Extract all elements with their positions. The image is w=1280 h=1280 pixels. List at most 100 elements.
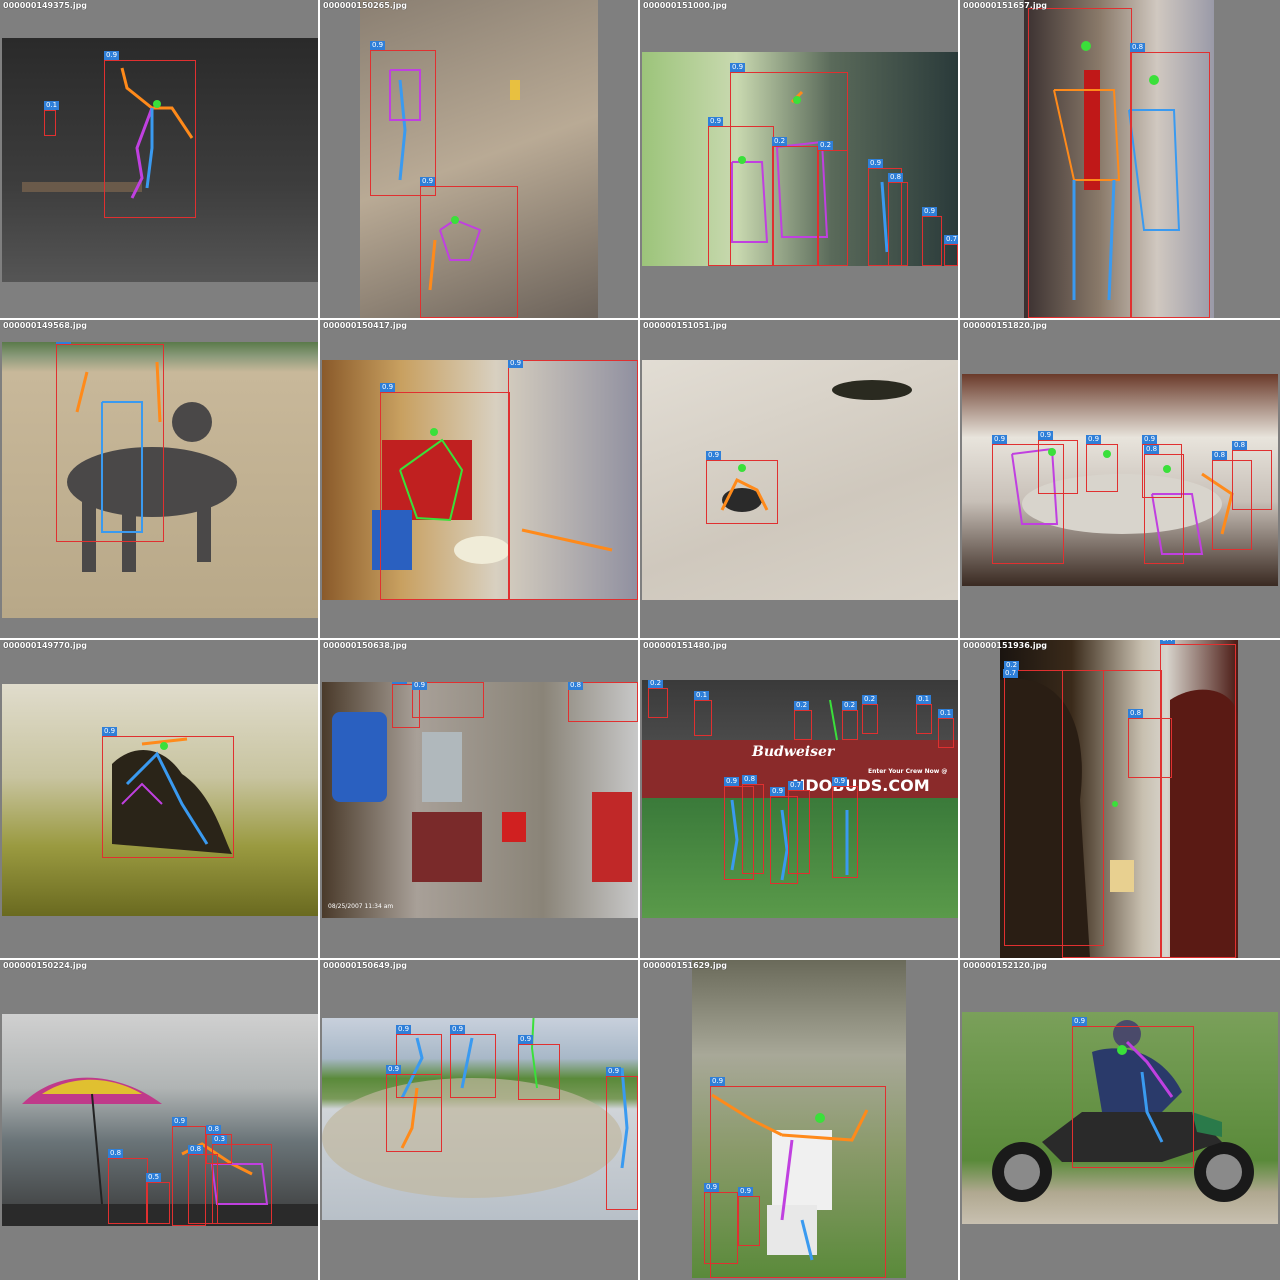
detection-box: 0.9: [420, 177, 518, 318]
detection-box: 0.9: [102, 727, 234, 858]
detection-box: 0.9: [868, 159, 902, 266]
confidence-label: 0.9: [508, 360, 524, 368]
detection-box: 0.2: [1004, 661, 1104, 946]
stadium-banner-tagline: Enter Your Crew Now @: [868, 768, 948, 775]
detection-box: 0.2: [818, 141, 848, 266]
grid-divider: [318, 0, 320, 1280]
detection-box: 0.9: [606, 1067, 638, 1210]
detection-box: 0.8: [56, 342, 164, 542]
detection-box: 0.9: [738, 1187, 760, 1246]
confidence-label: 0.9: [770, 787, 786, 796]
detection-box: 0.2: [648, 680, 668, 718]
detection-box: 0.9: [518, 1035, 560, 1100]
confidence-label: 0.9: [868, 159, 884, 168]
confidence-label: 0.1: [44, 101, 60, 110]
tile-photo: 0.9: [962, 1012, 1278, 1224]
confidence-label: 0.9: [832, 777, 848, 786]
confidence-label: 0.1: [694, 691, 710, 700]
detection-box: 0.9: [710, 1077, 886, 1278]
tile-filename: 000000151629.jpg: [643, 961, 728, 970]
confidence-label: 0.9: [450, 1025, 466, 1034]
confidence-label: 0.2: [794, 701, 810, 710]
tile-photo: 0.8: [2, 342, 318, 618]
confidence-label: 0.9: [386, 1065, 402, 1074]
detection-box: 0.8: [392, 682, 420, 728]
tile-filename: 000000151657.jpg: [963, 1, 1048, 10]
tile-photo: Budweiser Enter Your Crew Now @ NDOBUDS.…: [642, 680, 958, 918]
confidence-label: 0.9: [724, 777, 740, 786]
detection-box: 0.9: [1142, 435, 1182, 498]
tile-filename: 000000150265.jpg: [323, 1, 408, 10]
detection-box: 0.9: [1072, 1017, 1194, 1168]
pose-overlay: [332, 712, 632, 882]
confidence-label: 0.8: [1130, 43, 1146, 52]
confidence-label: 0.7: [1003, 669, 1019, 678]
photo-timestamp: 08/25/2007 11:34 am: [328, 903, 394, 910]
confidence-label: 0.9: [710, 1077, 726, 1086]
confidence-label: 0.8: [1232, 441, 1248, 450]
tile-photo: 0.9 0.9 0.9 0.9 0.8 0.8 0.8: [962, 374, 1278, 586]
tile-15: 000000151629.jpg 0.9 0.9 0.9: [640, 960, 958, 1278]
detection-box: 0.9: [1038, 431, 1078, 494]
tile-photo: 0.9 0.8 0.5 0.8 0.8 0.3: [2, 1014, 318, 1226]
tile-12: 000000151936.jpg 0.2 0.7 0.8 0.4: [960, 640, 1278, 958]
confidence-label: 0.8: [888, 173, 904, 182]
detection-box: 0.8: [188, 1145, 218, 1224]
tile-9: 000000149770.jpg 0.9: [0, 640, 318, 958]
confidence-label: 0.9: [104, 51, 120, 60]
pose-overlay: [67, 361, 237, 572]
detection-box: 0.8: [888, 173, 908, 266]
detection-box: 0.7: [944, 235, 958, 266]
grid-divider: [638, 0, 640, 1280]
confidence-label: 0.2: [842, 701, 858, 710]
tile-6: 000000150417.jpg 0.9 0.9: [320, 320, 638, 638]
tile-5: 000000149568.jpg 0.8: [0, 320, 318, 638]
tile-2: 000000150265.jpg 0.9 0.9: [320, 0, 638, 318]
confidence-label: 0.9: [102, 727, 118, 736]
detection-box: 0.2: [794, 701, 812, 740]
confidence-label: 0.9: [738, 1187, 754, 1196]
tile-filename: 000000150638.jpg: [323, 641, 408, 650]
confidence-label: 0.8: [568, 682, 584, 690]
detection-box: 0.9: [724, 777, 754, 880]
detection-box: 0.9: [704, 1183, 738, 1264]
detection-box: 0.9: [706, 451, 778, 524]
grid-divider: [0, 958, 1280, 960]
confidence-label: 0.9: [606, 1067, 622, 1076]
pose-overlay: [22, 67, 194, 199]
confidence-label: 0.2: [1004, 661, 1020, 670]
tile-filename: 000000151051.jpg: [643, 321, 728, 330]
confidence-label: 0.2: [818, 141, 834, 150]
detection-box: 0.9: [708, 117, 774, 266]
confidence-label: 0.7: [788, 781, 804, 790]
detection-box: 0.7: [788, 781, 810, 874]
pose-overlay: [992, 1020, 1254, 1202]
tile-photo: 0.9: [2, 684, 318, 916]
detection-box: 0.8: [1130, 43, 1210, 318]
tile-photo: 0.9 0.9: [360, 0, 598, 318]
detection-box: 0.2: [772, 137, 818, 266]
confidence-label: 0.9: [708, 117, 724, 126]
confidence-label: 0.9: [704, 1183, 720, 1192]
detection-box: 0.2: [862, 695, 878, 734]
tile-filename: 000000152120.jpg: [963, 961, 1048, 970]
detection-box: 0.1: [938, 709, 954, 748]
confidence-label: 0.9: [992, 435, 1008, 444]
tile-4: 000000151657.jpg 0.8: [960, 0, 1278, 318]
confidence-label: 0.8: [188, 1145, 204, 1154]
detection-box: 0.1: [694, 691, 712, 736]
confidence-label: 0.9: [380, 383, 396, 392]
detection-box: 0.9: [508, 360, 638, 600]
confidence-label: 0.9: [412, 682, 428, 690]
detection-box: 0.8: [742, 775, 764, 874]
confidence-label: 0.9: [1142, 435, 1158, 444]
tile-16: 000000152120.jpg 0.9: [960, 960, 1278, 1278]
confidence-label: 0.8: [56, 342, 72, 344]
tile-photo: 0.9 0.1: [2, 38, 318, 282]
confidence-label: 0.9: [730, 63, 746, 72]
tile-filename: 000000150417.jpg: [323, 321, 408, 330]
stadium-banner-url: NDOBUDS.COM: [792, 776, 930, 795]
confidence-label: 0.9: [420, 177, 436, 186]
confidence-label: 0.9: [396, 1025, 412, 1034]
tile-photo: 0.9 0.9 0.2 0.2 0.9 0.8 0.9 0.7: [642, 52, 958, 266]
